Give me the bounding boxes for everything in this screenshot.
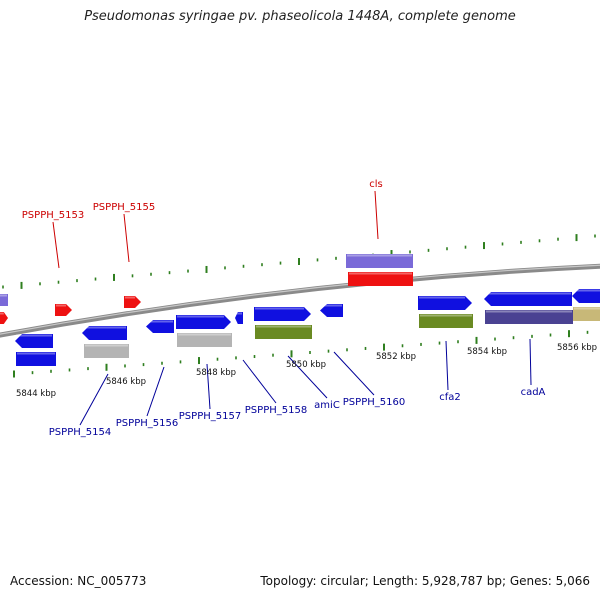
gene-lavender-edge <box>0 294 8 306</box>
gene-pspph-5153-leader <box>52 221 60 269</box>
position-label: 5846 kbp <box>106 377 146 387</box>
position-label: 5856 kbp <box>557 343 597 353</box>
gene-cada <box>484 292 572 306</box>
gene-pspph-5155-label: PSPPH_5155 <box>93 202 155 213</box>
gene-pspph-5158 <box>254 307 311 321</box>
gene-pspph-5153-label: PSPPH_5153 <box>22 210 84 221</box>
gene-pspph-5158-product <box>255 325 312 339</box>
position-label: 5852 kbp <box>376 352 416 362</box>
gene-amic-label: amiC <box>314 400 340 411</box>
gene-cfa2-product <box>419 314 473 328</box>
genome-backbone <box>0 263 600 338</box>
gene-cls-leader <box>374 190 379 240</box>
tick-row-lower <box>13 330 589 378</box>
gene-pspph-5160-label: PSPPH_5160 <box>343 397 405 408</box>
label-leader-lines <box>52 190 532 426</box>
gene-pspph-5155 <box>124 296 141 308</box>
gene-cfa2-label: cfa2 <box>439 392 461 403</box>
gene-pspph-5155-leader <box>123 213 130 263</box>
tick-row-upper <box>2 234 596 289</box>
gene-cada-label: cadA <box>521 387 546 398</box>
gene-pspph-5156b <box>146 320 174 333</box>
position-label: 5844 kbp <box>16 389 56 399</box>
gene-cfa2-leader <box>445 340 449 391</box>
gene-blue-edge <box>572 289 600 303</box>
gene-amic <box>320 304 343 317</box>
gene-pspph-5156 <box>82 326 127 340</box>
gene-pspph-5157-label: PSPPH_5157 <box>179 411 241 422</box>
gene-amic-leader <box>287 355 328 399</box>
gene-pspph-5153 <box>55 304 72 316</box>
gene-pspph-5154-product <box>16 352 56 366</box>
gene-cfa2 <box>418 296 472 310</box>
gene-cls <box>348 272 413 286</box>
gene-pspph-5157-product <box>177 333 232 347</box>
gene-red-edge <box>0 312 8 324</box>
gene-pspph-5156-label: PSPPH_5156 <box>116 418 178 429</box>
map-title: Pseudomonas syringae pv. phaseolicola 14… <box>84 9 516 24</box>
gene-pspph-5158-leader <box>242 359 277 404</box>
genome-summary: Topology: circular; Length: 5,928,787 bp… <box>260 574 590 588</box>
gene-pspph-5157 <box>176 315 231 329</box>
gene-khaki-edge <box>573 307 600 321</box>
gene-pspph-5154-label: PSPPH_5154 <box>49 427 111 438</box>
accession-label: Accession: NC_005773 <box>10 574 147 588</box>
gene-pspph-5154-leader <box>79 373 109 426</box>
gene-small-blue <box>235 312 243 324</box>
gene-cada-product <box>485 310 573 324</box>
gene-cada-leader <box>529 338 532 386</box>
position-label: 5848 kbp <box>196 368 236 378</box>
position-labels: 5844 kbp 5846 kbp 5848 kbp 5850 kbp 5852 kbp… <box>16 343 597 399</box>
gene-labels: PSPPH_5153 PSPPH_5155 cls PSPPH_5154 PSPPH_5… <box>22 179 546 438</box>
position-label: 5850 kbp <box>286 360 326 370</box>
backbone-highlight <box>0 264 600 335</box>
gene-pspph-5154 <box>15 334 53 348</box>
gene-pspph-5157-leader <box>206 363 211 410</box>
gene-pspph-5158-label: PSPPH_5158 <box>245 405 307 416</box>
gene-pspph-5156-product <box>84 344 129 358</box>
gene-pspph-5156-leader <box>146 366 165 417</box>
gene-cls-product <box>346 254 413 268</box>
position-label: 5854 kbp <box>467 347 507 357</box>
gene-features <box>0 254 600 366</box>
gene-cls-label: cls <box>369 179 383 190</box>
gene-pspph-5160-leader <box>333 351 375 396</box>
